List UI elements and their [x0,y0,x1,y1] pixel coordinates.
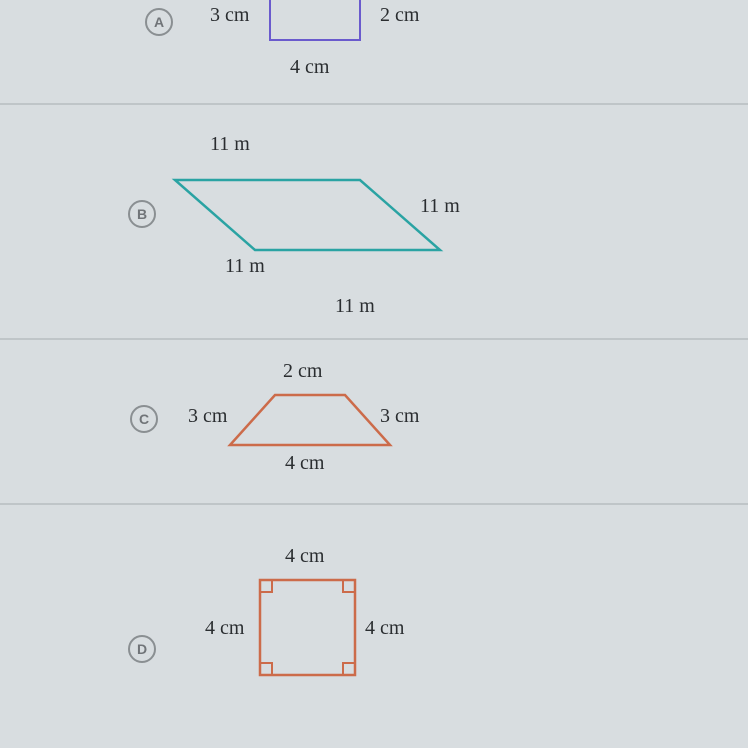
label-d-left: 4 cm [205,617,244,640]
option-a[interactable]: A 3 cm 2 cm 4 cm [0,0,748,105]
label-c-right: 3 cm [380,405,419,428]
label-b-top: 11 m [210,133,250,156]
shape-a-rect [270,0,360,45]
label-b-right: 11 m [420,195,460,218]
option-c[interactable]: C 2 cm 3 cm 3 cm 4 cm [0,340,748,505]
label-c-left: 3 cm [188,405,227,428]
option-b[interactable]: B 11 m 11 m 11 m 11 m [0,105,748,340]
label-c-top: 2 cm [283,360,322,383]
label-d-top: 4 cm [285,545,324,568]
label-a-bottom: 4 cm [290,56,329,79]
label-b-bl: 11 m [225,255,265,278]
canvas-c: 2 cm 3 cm 3 cm 4 cm [0,340,748,503]
shape-c-trapezoid [230,390,395,450]
label-b-br: 11 m [335,295,375,318]
label-d-right: 4 cm [365,617,404,640]
canvas-a: 3 cm 2 cm 4 cm [0,0,748,103]
option-d[interactable]: D 4 cm 4 cm 4 cm [0,505,748,748]
canvas-b: 11 m 11 m 11 m 11 m [0,105,748,338]
label-a-left: 3 cm [210,4,249,27]
label-a-right: 2 cm [380,4,419,27]
shape-d-square [260,580,360,680]
label-c-bottom: 4 cm [285,452,324,475]
shape-b-rhombus [165,170,455,265]
canvas-d: 4 cm 4 cm 4 cm [0,505,748,748]
